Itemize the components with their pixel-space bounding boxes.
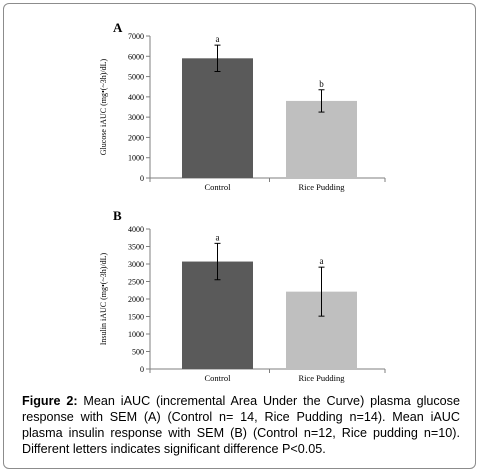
y-tick-label: 1000 (128, 330, 144, 339)
category-label: Rice Pudding (298, 182, 345, 192)
bar-rice-pudding (286, 100, 357, 178)
y-tick-label: 4000 (128, 93, 144, 102)
category-label: Rice Pudding (298, 373, 345, 383)
significance-letter: a (320, 256, 324, 266)
figure-caption: Figure 2: Mean iAUC (incremental Area Un… (22, 393, 460, 457)
significance-letter: a (216, 34, 220, 44)
y-tick-label: 0 (140, 365, 144, 374)
y-tick-label: 0 (140, 174, 144, 183)
y-axis-title: Glucose iAUC (mg•(~3h)/dL) (99, 58, 108, 155)
y-tick-label: 1500 (128, 313, 144, 322)
caption-text: Mean iAUC (incremental Area Under the Cu… (22, 394, 460, 456)
significance-letter: b (319, 79, 324, 89)
y-tick-label: 500 (132, 348, 144, 357)
significance-letter: a (216, 232, 220, 242)
y-tick-label: 2500 (128, 278, 144, 287)
bar-control (182, 58, 253, 178)
y-tick-label: 3000 (128, 260, 144, 269)
panel-label-a: A (113, 20, 123, 35)
y-tick-label: 2000 (128, 133, 144, 142)
y-tick-label: 7000 (128, 32, 144, 41)
y-tick-label: 1000 (128, 154, 144, 163)
y-tick-label: 5000 (128, 73, 144, 82)
category-label: Control (205, 182, 232, 192)
y-axis-title: Insulin iAUC (mg•(~3h)/dL) (99, 252, 108, 345)
panel-label-b: B (113, 208, 122, 223)
y-tick-label: 3500 (128, 243, 144, 252)
category-label: Control (205, 373, 232, 383)
caption-lead: Figure 2: (22, 394, 78, 408)
y-tick-label: 6000 (128, 52, 144, 61)
y-tick-label: 4000 (128, 225, 144, 234)
y-tick-label: 3000 (128, 113, 144, 122)
y-tick-label: 2000 (128, 295, 144, 304)
